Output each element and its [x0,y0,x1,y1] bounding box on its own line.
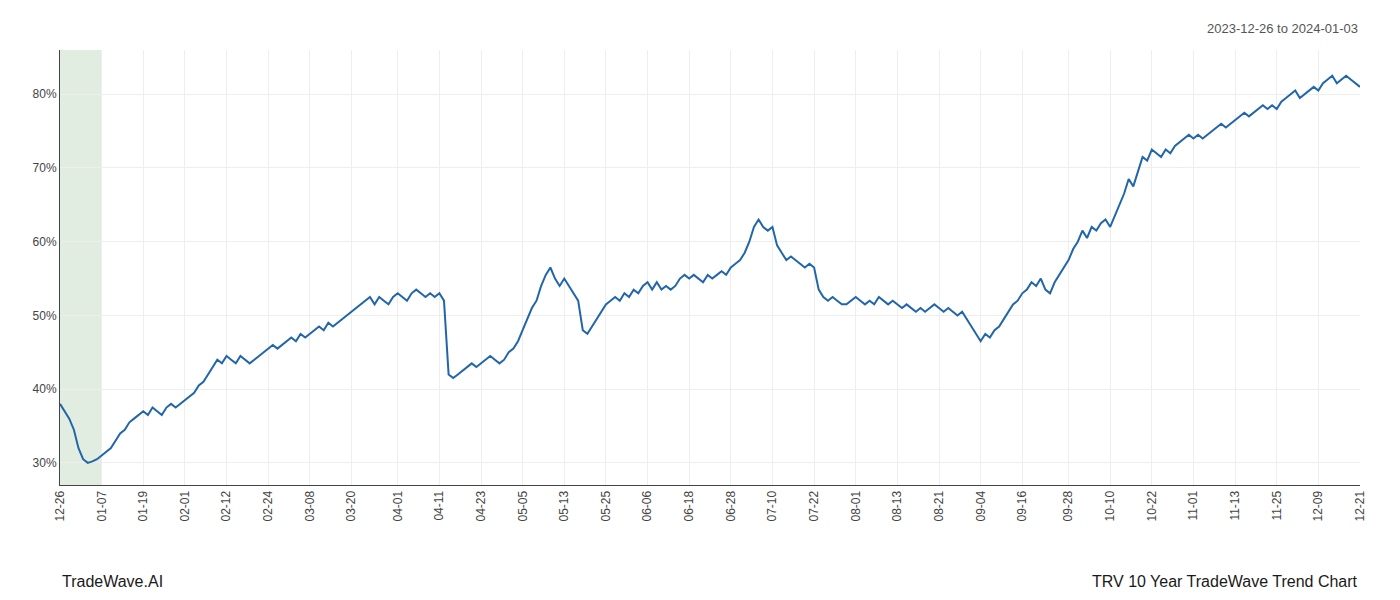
svg-text:11-25: 11-25 [1270,490,1284,520]
svg-text:03-20: 03-20 [344,490,358,521]
svg-text:07-10: 07-10 [765,490,779,521]
svg-text:80%: 80% [33,87,57,101]
svg-text:02-01: 02-01 [178,490,192,521]
svg-text:30%: 30% [33,456,57,470]
svg-text:04-01: 04-01 [391,490,405,521]
svg-text:40%: 40% [33,382,57,396]
svg-text:02-24: 02-24 [261,490,275,521]
svg-text:02-12: 02-12 [219,490,233,521]
svg-text:08-13: 08-13 [890,490,904,521]
svg-text:09-04: 09-04 [974,490,988,521]
svg-text:09-16: 09-16 [1015,490,1029,521]
svg-text:12-21: 12-21 [1353,490,1367,521]
svg-text:05-13: 05-13 [557,490,571,521]
svg-text:06-18: 06-18 [682,490,696,521]
svg-text:06-28: 06-28 [724,490,738,521]
svg-text:09-28: 09-28 [1061,490,1075,521]
svg-text:TRV 10 Year TradeWave Trend Ch: TRV 10 Year TradeWave Trend Chart [1092,573,1358,590]
svg-text:50%: 50% [33,309,57,323]
svg-text:01-19: 01-19 [136,490,150,521]
svg-text:05-25: 05-25 [599,490,613,521]
svg-text:03-08: 03-08 [303,490,317,521]
svg-text:04-23: 04-23 [474,490,488,521]
svg-text:10-10: 10-10 [1103,490,1117,521]
svg-text:04-11: 04-11 [432,490,446,520]
svg-text:01-07: 01-07 [95,490,109,521]
svg-text:12-26: 12-26 [53,490,67,521]
svg-text:11-13: 11-13 [1228,490,1242,520]
svg-text:2023-12-26 to 2024-01-03: 2023-12-26 to 2024-01-03 [1207,21,1358,36]
svg-text:05-05: 05-05 [516,490,530,521]
svg-text:70%: 70% [33,161,57,175]
svg-text:60%: 60% [33,235,57,249]
svg-text:12-09: 12-09 [1311,490,1325,521]
svg-text:06-06: 06-06 [640,490,654,521]
svg-text:TradeWave.AI: TradeWave.AI [62,573,163,590]
svg-text:11-01: 11-01 [1186,490,1200,520]
svg-text:10-22: 10-22 [1145,490,1159,521]
svg-text:08-01: 08-01 [849,490,863,521]
svg-text:08-21: 08-21 [932,490,946,521]
svg-text:07-22: 07-22 [807,490,821,521]
